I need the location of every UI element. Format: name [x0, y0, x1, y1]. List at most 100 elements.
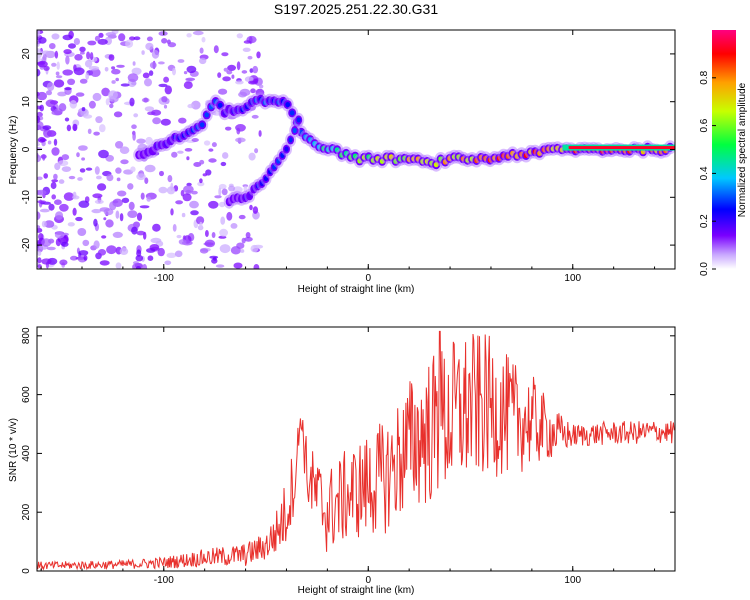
spectrogram-noise-blob: [212, 256, 217, 261]
spectrogram-noise-blob: [152, 117, 162, 125]
spectrogram-noise-blob: [37, 227, 43, 233]
spectrogram-noise-blob: [222, 76, 231, 82]
spectrogram-noise-blob: [119, 213, 124, 222]
spectrogram-noise-blob: [88, 100, 96, 109]
spectrogram-noise-blob: [90, 68, 101, 77]
spectrogram-noise-blob: [128, 201, 135, 211]
spectrogram-ridge-core: [217, 102, 223, 108]
y-tick-label: 20: [21, 48, 32, 60]
spectrogram-noise-blob: [54, 50, 59, 59]
spectrogram-noise-blob: [223, 67, 229, 72]
spectrogram-noise-blob: [131, 67, 142, 76]
spectrogram-noise-blob: [135, 255, 144, 262]
spectrogram-ridge-core: [199, 122, 205, 128]
spectrogram-noise-blob: [132, 132, 136, 141]
spectrogram-noise-blob: [37, 30, 41, 37]
spectrogram-noise-blob: [108, 90, 118, 100]
spectrogram-noise-blob: [51, 33, 60, 40]
spectrogram-noise-blob: [241, 70, 248, 74]
spectrogram-noise-blob: [240, 249, 245, 253]
colorbar-tick-label: 0.6: [699, 118, 710, 132]
spectrogram-noise-blob: [238, 214, 246, 220]
spectrogram-noise-blob: [79, 168, 86, 173]
y-tick-label: -10: [21, 190, 32, 205]
spectrogram-noise-blob: [166, 252, 177, 258]
spectrogram-noise-blob: [117, 190, 127, 197]
spectrogram-noise-blob: [42, 125, 52, 130]
spectrogram-ridge-core: [204, 112, 210, 118]
spectrogram-x-ticks: -100 0 100: [40, 30, 656, 284]
spectrogram-noise-blob: [46, 90, 52, 96]
spectrogram-noise-blob: [72, 123, 78, 132]
spectrogram-noise-blob: [159, 170, 164, 177]
spectrogram-noise-blob: [121, 197, 130, 204]
spectrogram-noise-blob: [63, 192, 75, 201]
spectrogram-noise-blob: [245, 232, 251, 239]
spectrogram-noise-blob: [37, 121, 44, 130]
spectrogram-noise-blob: [72, 207, 77, 216]
spectrogram-noise-blob: [73, 64, 77, 72]
spectrogram-noise-blob: [141, 50, 145, 55]
spectrogram-noise-blob: [160, 118, 171, 126]
spectrogram-noise-blob: [213, 45, 219, 54]
spectrogram-ridge-core: [289, 110, 295, 116]
spectrogram-noise-blob: [146, 36, 153, 42]
spectrogram-noise-blob: [111, 80, 116, 84]
spectrogram-noise-blob: [191, 190, 198, 195]
spectrogram-noise-blob: [77, 177, 83, 181]
spectrogram-noise-blob: [199, 159, 205, 165]
spectrogram-noise-blob: [129, 97, 135, 107]
spectrogram-noise-blob: [118, 33, 126, 42]
spectrogram-noise-blob: [111, 66, 116, 70]
y-tick-label: 10: [21, 96, 32, 108]
spectrogram-noise-blob: [112, 231, 123, 238]
spectrogram-noise-blob: [81, 157, 85, 161]
spectrogram-noise-blob: [218, 187, 222, 196]
spectrogram-noise-blob: [228, 185, 236, 192]
spectrogram-noise-blob: [129, 36, 136, 41]
spectrogram-noise-blob: [140, 192, 145, 200]
spectrogram-noise-blob: [58, 103, 67, 112]
spectrogram-noise-blob: [163, 76, 170, 83]
spectrogram-noise-blob: [68, 175, 76, 180]
y-tick-label: -20: [21, 237, 32, 252]
spectrogram-noise-blob: [37, 115, 41, 124]
spectrogram-noise-blob: [233, 262, 243, 269]
spectrogram-noise-blob: [178, 117, 187, 124]
spectrogram-noise-blob: [103, 217, 107, 221]
spectrogram-noise-blob: [144, 164, 156, 173]
spectrogram-noise-blob: [208, 200, 219, 209]
spectrogram-noise-blob: [37, 200, 47, 204]
spectrogram-noise-blob: [175, 200, 184, 205]
spectrogram-noise-blob: [244, 76, 254, 83]
spectrogram-noise-blob: [186, 156, 190, 161]
y-tick-label: 800: [21, 327, 32, 344]
spectrogram-noise-blob: [226, 211, 233, 221]
spectrogram-noise-blob: [43, 129, 52, 138]
spectrogram-noise-blob: [61, 154, 70, 161]
spectrogram-ridge-core: [288, 137, 293, 143]
snr-frame: [36, 326, 676, 572]
spectrogram-noise-blob: [39, 104, 44, 112]
spectrogram-noise-blob: [78, 250, 89, 256]
spectrogram-noise-blob: [112, 200, 119, 204]
spectrogram-noise-blob: [157, 247, 165, 257]
colorbar-tick-label: 0.4: [699, 166, 710, 180]
chart-title: S197.2025.251.22.30.G31: [274, 1, 438, 17]
spectrogram-noise-blob: [97, 183, 107, 191]
spectrogram-noise-blob: [53, 173, 58, 180]
spectrogram-noise-blob: [56, 61, 60, 70]
y-tick-label: 0: [21, 568, 32, 574]
spectrogram-noise-blob: [55, 75, 63, 79]
spectrogram-noise-blob: [205, 230, 209, 237]
spectrogram-noise-blob: [218, 88, 228, 95]
spectrogram-noise-blob: [109, 103, 114, 109]
spectrogram-noise-blob: [78, 145, 88, 151]
spectrogram-noise-blob: [53, 138, 58, 146]
spectrogram-noise-blob: [99, 260, 110, 266]
spectrogram-noise-blob: [73, 38, 80, 45]
spectrogram-noise-blob: [66, 124, 72, 132]
spectrogram-noise-blob: [70, 255, 78, 261]
spectrogram-marks: [37, 30, 675, 269]
spectrogram-noise-blob: [215, 264, 225, 268]
